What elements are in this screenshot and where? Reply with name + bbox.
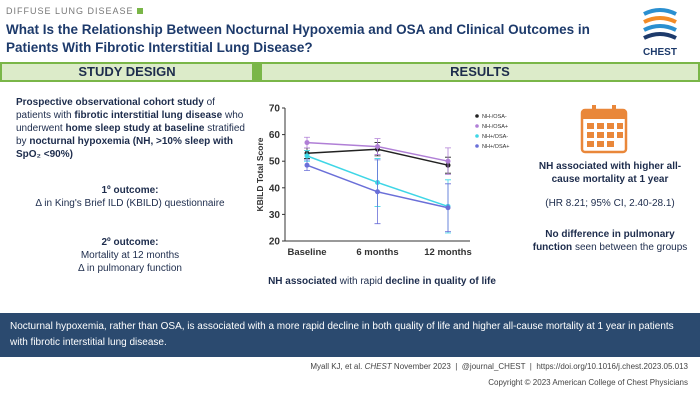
data-point: [304, 162, 310, 168]
y-tick-label: 20: [269, 237, 281, 248]
data-point: [304, 153, 310, 159]
label: 1º outcome:: [101, 185, 159, 196]
text: Prospective observational cohort study: [16, 97, 204, 108]
data-point: [304, 140, 310, 146]
data-point: [375, 189, 380, 195]
conclusion: Nocturnal hypoxemia, rather than OSA, is…: [10, 321, 674, 348]
y-tick-label: 50: [269, 157, 281, 168]
conclusion-band: Nocturnal hypoxemia, rather than OSA, is…: [0, 313, 700, 357]
text: fibrotic interstitial lung disease: [74, 110, 223, 121]
x-tick-label: 6 months: [356, 247, 398, 258]
chart-caption: NH associated with rapid decline in qual…: [262, 276, 502, 287]
text: No difference in pulmonary function: [532, 229, 675, 253]
legend-marker: [475, 134, 479, 138]
logo-text: CHEST: [643, 47, 677, 58]
text: NH associated: [268, 276, 337, 287]
legend-marker: [475, 144, 479, 148]
y-tick-label: 30: [269, 210, 281, 221]
text: decline in quality of life: [385, 276, 496, 287]
chart: 20 30 40 50 60 70 KBILD Total Score Baseline 6 m…: [255, 104, 510, 259]
text: Myall KJ, et al.: [310, 362, 365, 371]
pulmonary-finding: No difference in pulmonary function seen…: [530, 228, 690, 254]
y-tick-label: 70: [269, 104, 281, 115]
calendar-icon: [580, 105, 628, 154]
legend-marker: [475, 114, 479, 118]
hazard-ratio: (HR 8.21; 95% CI, 2.40-28.1): [545, 198, 675, 209]
text: with rapid: [336, 276, 386, 287]
data-point: [445, 205, 451, 211]
text: home sleep study at baseline: [65, 123, 205, 134]
text: Mortality at 12 months: [80, 250, 180, 261]
logo: CHEST: [630, 6, 690, 58]
text: Δ in pulmonary function: [78, 263, 182, 274]
logo-icon: [643, 8, 677, 40]
design-description: Prospective observational cohort study o…: [16, 96, 246, 161]
citation: Myall KJ, et al. CHEST November 2023 | @…: [310, 362, 688, 371]
text: stratified by: [16, 123, 245, 147]
text: seen between the groups: [572, 242, 688, 253]
data-point: [445, 158, 451, 164]
text: who underwent: [16, 110, 244, 134]
text: nocturnal hypoxemia (NH, >10% sleep with…: [16, 136, 234, 160]
copyright: Copyright © 2023 American College of Che…: [488, 378, 688, 387]
legend-label: NH+/OSA+: [482, 144, 510, 150]
category: DIFFUSE LUNG DISEASE: [6, 6, 144, 16]
y-tick-label: 60: [269, 130, 281, 141]
text: CHEST: [364, 362, 392, 371]
primary-outcome: 1º outcome: Δ in King's Brief ILD (KBILD)…: [30, 184, 230, 210]
text: of patients with: [16, 97, 215, 121]
x-tick-label: 12 months: [424, 247, 472, 258]
legend-label: NH+/OSA-: [482, 134, 508, 140]
text: Δ in King's Brief ILD (KBILD) questionna…: [35, 198, 225, 209]
category-text: DIFFUSE LUNG DISEASE: [6, 6, 134, 16]
legend-label: NH-/OSA+: [482, 124, 508, 130]
mortality-finding: NH associated with higher all-cause mort…: [538, 161, 682, 185]
study-design-heading: STUDY DESIGN: [2, 64, 252, 80]
y-axis-label: KBILD Total Score: [255, 137, 265, 211]
label: 2º outcome:: [101, 237, 159, 248]
data-point: [375, 144, 380, 150]
x-tick-label: Baseline: [287, 247, 326, 258]
legend-label: NH-/OSA-: [482, 114, 507, 120]
legend-marker: [475, 124, 479, 128]
text: November 2023 | @journal_CHEST | https:/…: [391, 362, 688, 371]
y-tick-label: 40: [269, 183, 281, 194]
secondary-outcome: 2º outcome: Mortality at 12 months Δ in pu…: [30, 236, 230, 275]
title: What Is the Relationship Between Nocturn…: [6, 22, 590, 55]
results-heading: RESULTS: [262, 64, 698, 80]
